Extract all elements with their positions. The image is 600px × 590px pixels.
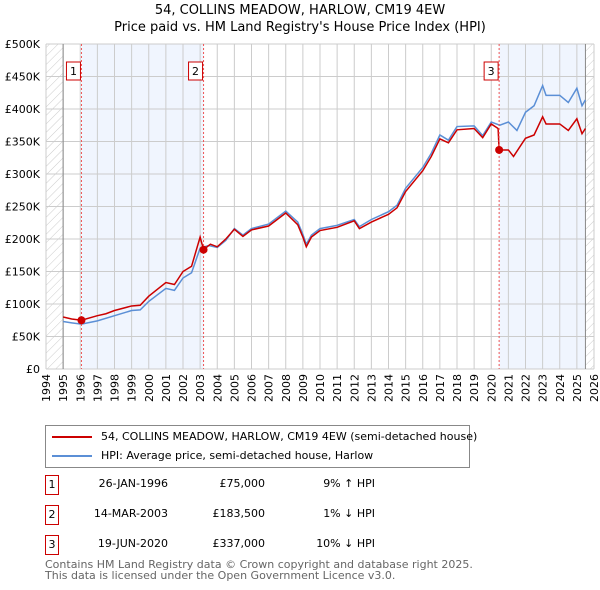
x-tick-label: 2002 [177, 374, 190, 402]
sale-label: 3 [488, 65, 495, 78]
x-tick-label: 2022 [520, 374, 533, 402]
y-tick-label: £50K [12, 331, 41, 344]
table-row: 3 19-JUN-2020 £337,000 10% ↓ HPI [45, 535, 375, 555]
x-tick-label: 2013 [365, 374, 378, 402]
x-tick-label: 2017 [434, 374, 447, 402]
sale-date: 14-MAR-2003 [93, 507, 168, 520]
x-tick-label: 1996 [74, 374, 87, 402]
x-tick-label: 2014 [383, 374, 396, 402]
sale-point [77, 316, 86, 325]
y-tick-label: £400K [5, 103, 41, 116]
hpi-diff: 1% ↓ HPI [323, 507, 375, 520]
sale-label-box [483, 61, 499, 81]
sale-label-box [188, 61, 204, 81]
x-tick-label: 2001 [160, 374, 173, 402]
x-tick-label: 1998 [109, 374, 122, 402]
x-tick-label: 2009 [297, 374, 310, 402]
x-tick-label: 2018 [451, 374, 464, 402]
x-tick-label: 2008 [280, 374, 293, 402]
sale-point [199, 245, 208, 254]
title-line: 54, COLLINS MEADOW, HARLOW, CM19 4EW [154, 3, 446, 18]
x-tick-label: 2006 [246, 374, 259, 402]
x-tick-label: 2010 [314, 374, 327, 402]
x-tick-label: 2023 [537, 374, 550, 402]
x-tick-label: 1994 [40, 374, 53, 402]
x-tick-label: 2003 [194, 374, 207, 402]
x-tick-label: 2026 [588, 374, 600, 402]
sale-label: 1 [70, 65, 77, 78]
sale-date: 26-JAN-1996 [98, 477, 168, 490]
legend-label: 54, COLLINS MEADOW, HARLOW, CM19 4EW (se… [101, 430, 478, 443]
x-tick-label: 2005 [228, 374, 241, 402]
x-tick-label: 2012 [348, 374, 361, 402]
x-tick-label: 2000 [143, 374, 156, 402]
copyright-text: Contains HM Land Registry data © Crown c… [45, 558, 473, 571]
y-tick-label: £350K [5, 136, 41, 149]
x-tick-label: 2004 [211, 374, 224, 402]
y-tick-label: £500K [5, 38, 41, 51]
price-chart: 1 2 3 1994 1995 1996 1997 1998 1999 2000 2001 2002 2… [5, 38, 600, 402]
y-tick-label: £0 [26, 363, 40, 376]
x-tick-label: 2025 [571, 374, 584, 402]
sale-date: 19-JUN-2020 [97, 537, 168, 550]
sale-price: £183,500 [212, 507, 266, 520]
x-tick-label: 2011 [331, 374, 344, 402]
price-line [62, 115, 587, 322]
hpi-diff: 10% ↓ HPI [316, 537, 375, 550]
marker-badge: 2 [45, 505, 59, 525]
marker-badge: 1 [45, 475, 59, 495]
x-tick-label: 2007 [263, 374, 276, 402]
x-tick-label: 2020 [485, 374, 498, 402]
y-tick-label: £200K [5, 233, 41, 246]
legend-swatch-blue [52, 455, 92, 457]
x-tick-label: 1997 [91, 374, 104, 402]
table-row: 1 26-JAN-1996 £75,000 9% ↑ HPI [45, 475, 375, 495]
x-tick-label: 2021 [502, 374, 515, 402]
y-tick-label: £450K [5, 71, 41, 84]
legend-swatch-red [52, 436, 92, 438]
x-tick-label: 2016 [417, 374, 430, 402]
licence-text: This data is licensed under the Open Gov… [45, 569, 396, 582]
y-tick-label: £250K [5, 201, 41, 214]
sale-point [495, 145, 504, 154]
chart-title: 54, COLLINS MEADOW, HARLOW, CM19 4EW Pri… [0, 2, 600, 36]
footer: Contains HM Land Registry data © Crown c… [45, 559, 473, 581]
subtitle-line: Price paid vs. HM Land Registry's House … [114, 20, 486, 35]
y-tick-label: £150K [5, 266, 41, 279]
x-tick-label: 1999 [126, 374, 139, 402]
x-tick-label: 2015 [400, 374, 413, 402]
y-tick-label: £100K [5, 298, 41, 311]
sale-price: £337,000 [212, 537, 266, 550]
hpi-line [63, 83, 587, 325]
sale-label-box [65, 61, 81, 81]
x-tick-label: 2019 [468, 374, 481, 402]
sale-price: £75,000 [219, 477, 266, 490]
hpi-diff: 9% ↑ HPI [323, 477, 375, 490]
sale-label: 2 [192, 65, 199, 78]
table-row: 2 14-MAR-2003 £183,500 1% ↓ HPI [45, 505, 375, 525]
x-tick-label: 1995 [57, 374, 70, 402]
y-tick-label: £300K [5, 168, 41, 181]
legend: 54, COLLINS MEADOW, HARLOW, CM19 4EW (se… [45, 425, 477, 468]
legend-label: HPI: Average price, semi-detached house,… [101, 449, 374, 462]
x-tick-label: 2024 [554, 374, 567, 402]
marker-badge: 3 [45, 535, 59, 555]
